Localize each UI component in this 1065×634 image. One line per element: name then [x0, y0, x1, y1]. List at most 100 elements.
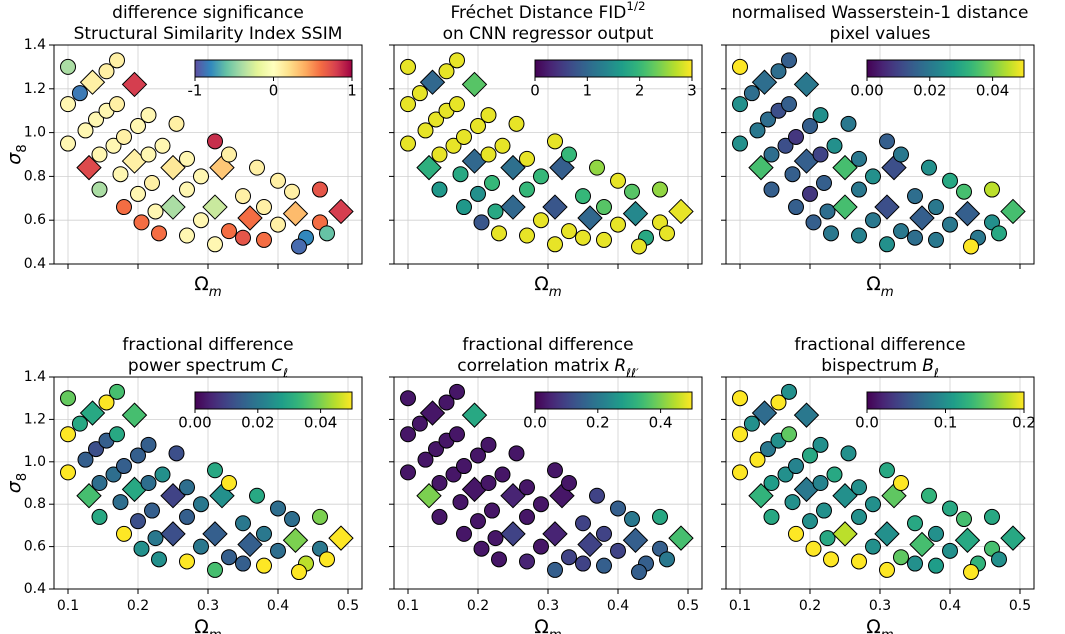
circle-marker [893, 549, 909, 566]
panel: 0.1 0.2 0.3 0.4 0.5 0.0 0.1 0.2 fractional diffe… [721, 335, 1036, 634]
diamond-marker [748, 154, 774, 181]
x-axis-label: Ωm [534, 273, 562, 300]
diamond-marker [751, 69, 778, 95]
circle-marker [235, 188, 251, 205]
circle-marker [221, 146, 237, 163]
diamond-marker [622, 527, 649, 553]
text-segment: m [881, 285, 894, 300]
circle-marker [151, 551, 167, 568]
circle-marker [77, 451, 94, 468]
colorbar-tick-label: -1 [188, 82, 203, 100]
circle-marker [470, 185, 486, 202]
circle-marker [851, 479, 867, 496]
text-segment: fractional difference [794, 335, 965, 355]
circle-marker [575, 188, 591, 205]
circle-marker [596, 199, 612, 216]
circle-marker [249, 159, 265, 176]
circle-marker [921, 159, 937, 176]
circle-marker [491, 551, 507, 568]
circle-marker [116, 458, 132, 475]
circle-marker [589, 159, 605, 176]
diamond-marker [237, 531, 263, 558]
circle-marker [179, 150, 195, 167]
colorbar [534, 59, 693, 78]
diamond-marker [282, 200, 309, 227]
circle-marker [133, 214, 150, 231]
circle-marker [575, 229, 591, 246]
circle-marker [456, 128, 472, 145]
panel-title: fractional difference [794, 335, 965, 355]
x-tick-label: 0.5 [1009, 598, 1031, 614]
text-segment: Structural Similarity Index SSIM [74, 24, 343, 44]
circle-marker [589, 487, 605, 504]
circle-marker [140, 475, 157, 491]
circle-marker [802, 447, 818, 464]
circle-marker [561, 146, 577, 163]
circle-marker [781, 52, 797, 69]
colorbar [194, 59, 353, 78]
circle-marker [484, 502, 500, 519]
circle-marker [788, 458, 804, 475]
text-segment: R [614, 356, 626, 376]
circle-marker [879, 133, 895, 150]
circle-marker [816, 502, 832, 519]
circle-marker [270, 172, 286, 189]
circle-marker [71, 415, 88, 432]
circle-marker [400, 426, 416, 443]
circle-marker [319, 225, 335, 242]
circle-marker [154, 137, 171, 154]
circle-marker [519, 553, 535, 570]
circle-marker [400, 58, 416, 75]
circle-marker [130, 118, 146, 135]
circle-marker [575, 555, 591, 572]
circle-marker [480, 146, 497, 163]
circle-marker [596, 557, 612, 574]
circle-marker [480, 107, 497, 124]
x-tick-label: 0.2 [127, 598, 149, 614]
text-segment: Ω [194, 273, 209, 295]
circle-marker [207, 133, 223, 150]
x-axis-label: Ωm [866, 616, 894, 634]
circle-marker [928, 231, 944, 248]
panel-title: normalised Wasserstein-1 distance [732, 3, 1029, 23]
circle-marker [851, 227, 867, 244]
diamond-marker [76, 483, 102, 509]
circle-marker [473, 214, 490, 231]
text-segment: Ω [534, 273, 549, 295]
circle-marker [60, 390, 76, 407]
circle-marker [760, 111, 776, 128]
circle-marker [470, 513, 486, 530]
diamond-marker [1000, 525, 1026, 551]
circle-marker [147, 530, 164, 547]
circle-marker [109, 96, 125, 113]
circle-marker [438, 63, 455, 80]
circle-marker [851, 553, 867, 570]
circle-marker [207, 462, 223, 479]
circle-marker [732, 58, 748, 75]
x-tick-label: 0.2 [467, 598, 489, 614]
circle-marker [179, 227, 195, 244]
circle-marker [428, 441, 444, 458]
circle-marker [88, 111, 104, 128]
circle-marker [763, 181, 780, 198]
circle-marker [519, 150, 535, 167]
panel: 0.1 0.2 0.3 0.4 0.5 0.0 0.2 0.4 fractional diffe… [389, 335, 703, 634]
circle-marker [984, 508, 1000, 525]
circle-marker [732, 96, 748, 113]
colorbar-tick-label: 1 [583, 82, 593, 100]
panel-title: Structural Similarity Index SSIM [74, 24, 343, 44]
circle-marker [480, 475, 497, 491]
circle-marker [851, 150, 867, 167]
y-tick-label: 0.6 [24, 212, 46, 228]
diamond-marker [79, 69, 106, 95]
circle-marker [88, 441, 104, 458]
circle-marker [826, 137, 843, 154]
circle-marker [221, 475, 237, 491]
diamond-marker [79, 400, 106, 426]
circle-marker [221, 549, 237, 566]
circle-marker [963, 238, 979, 255]
circle-marker [802, 185, 818, 202]
circle-marker [98, 63, 115, 80]
circle-marker [91, 146, 108, 163]
diamond-marker [622, 200, 649, 227]
